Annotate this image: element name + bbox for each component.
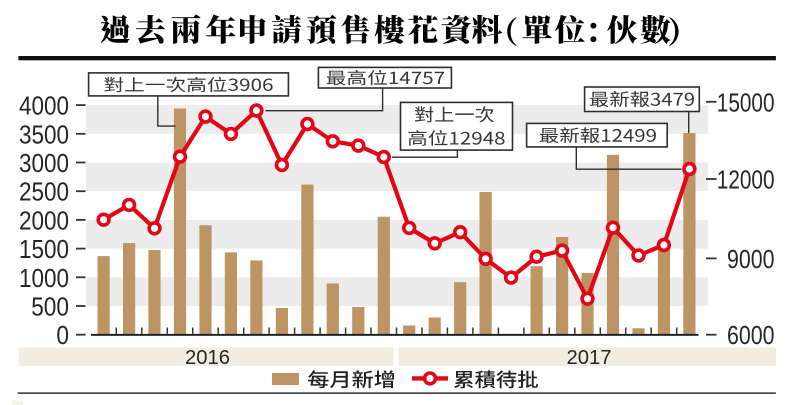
svg-text:0: 0	[56, 320, 69, 350]
svg-text:2000: 2000	[19, 205, 69, 235]
svg-text:12000: 12000	[717, 165, 775, 195]
svg-text:4000: 4000	[19, 91, 69, 121]
svg-text:2016: 2016	[185, 346, 230, 369]
svg-text:3000: 3000	[19, 148, 69, 178]
svg-text:2500: 2500	[19, 177, 69, 207]
svg-text:2017: 2017	[567, 346, 612, 369]
svg-text:9000: 9000	[727, 244, 775, 274]
svg-text:3500: 3500	[19, 119, 69, 149]
svg-text:1500: 1500	[19, 234, 69, 264]
svg-text:6000: 6000	[727, 320, 775, 350]
svg-text:15000: 15000	[717, 87, 775, 117]
svg-text:500: 500	[31, 292, 69, 322]
svg-text:1000: 1000	[19, 263, 69, 293]
